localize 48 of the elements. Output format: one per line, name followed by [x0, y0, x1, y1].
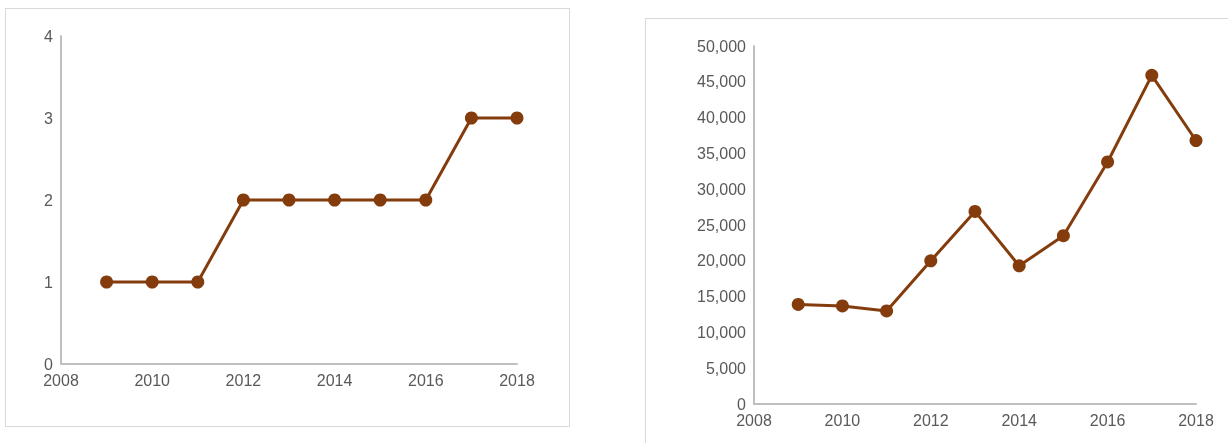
x-tick-label: 2016	[1089, 411, 1126, 429]
point	[1101, 155, 1115, 169]
x-tick-label: 2014	[1001, 411, 1038, 429]
y-tick-label: 30,000	[697, 180, 747, 198]
point	[835, 299, 849, 313]
point	[373, 193, 387, 207]
y-tick-label: 0	[44, 355, 54, 373]
point	[328, 193, 342, 207]
point	[464, 111, 478, 125]
x-tick-label: 2018	[1178, 411, 1214, 429]
x-tick-label: 2008	[43, 371, 79, 389]
x-tick-label: 2016	[408, 371, 444, 389]
y-tick-label: 50,000	[697, 37, 747, 55]
y-tick-label: 35,000	[697, 144, 747, 162]
y-tick-label: 40,000	[697, 109, 747, 127]
point	[924, 254, 938, 268]
point	[191, 275, 205, 289]
point	[1145, 68, 1159, 82]
y-tick-label: 2	[44, 191, 54, 209]
y-tick-label: 1	[44, 273, 54, 291]
y-tick-label: 25,000	[697, 216, 747, 234]
x-tick-label: 2012	[913, 411, 949, 429]
point	[236, 193, 250, 207]
x-tick-label: 2018	[499, 371, 535, 389]
point	[282, 193, 296, 207]
y-tick-label: 5,000	[705, 359, 747, 377]
y-tick-label: 15,000	[697, 288, 747, 306]
point	[791, 297, 805, 311]
y-tick-label: 3	[44, 109, 54, 127]
x-tick-label: 2010	[134, 371, 171, 389]
point	[1012, 259, 1026, 273]
point	[419, 193, 433, 207]
point	[1056, 229, 1070, 243]
point	[100, 275, 114, 289]
point	[510, 111, 524, 125]
point	[880, 304, 894, 318]
y-tick-label: 10,000	[697, 323, 747, 341]
x-tick-label: 2008	[736, 411, 772, 429]
y-tick-label: 4	[44, 27, 54, 45]
x-tick-label: 2014	[316, 371, 353, 389]
point	[145, 275, 159, 289]
point	[1189, 134, 1203, 148]
y-tick-label: 45,000	[697, 73, 747, 91]
point	[968, 204, 982, 218]
x-tick-label: 2010	[824, 411, 861, 429]
y-tick-label: 0	[737, 395, 747, 413]
y-tick-label: 20,000	[697, 252, 747, 270]
x-tick-label: 2012	[225, 371, 262, 389]
